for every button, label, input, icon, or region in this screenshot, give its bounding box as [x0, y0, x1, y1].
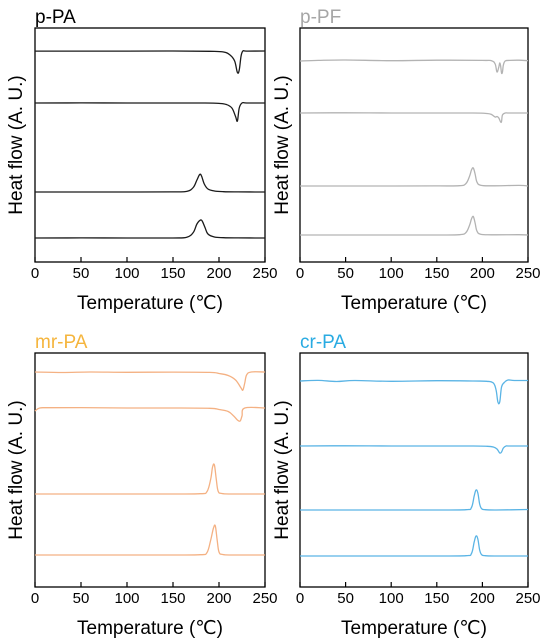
x-tick-label: 50: [73, 590, 90, 607]
dsc-curve-3: [34, 173, 266, 193]
plot-frame: [34, 352, 266, 588]
x-tick-label: 200: [206, 265, 231, 282]
x-tick-label: 250: [252, 265, 277, 282]
dsc-curve-1: [34, 49, 266, 74]
dsc-curve-2: [299, 445, 528, 454]
plot-frame: [299, 352, 529, 588]
dsc-curve-4: [35, 524, 266, 556]
y-axis-label: Heat flow (A. U.): [6, 75, 27, 214]
x-tick-label: 100: [114, 590, 139, 607]
x-tick-label: 100: [114, 265, 139, 282]
x-axis-label: Temperature (℃): [77, 293, 223, 314]
chart-panel-1: p-PA 0 50 100 150 200 250 Temperature (℃) Heat f…: [6, 7, 278, 314]
plot-frame: [34, 27, 266, 263]
panel-title: cr-PA: [300, 332, 346, 353]
dsc-curve-3: [300, 489, 529, 511]
dsc-curve-4: [300, 215, 529, 236]
x-tick-label: 250: [252, 590, 277, 607]
x-tick-label: 200: [206, 590, 231, 607]
x-tick-label: 50: [73, 265, 90, 282]
chart-panel-3: mr-PA 0 50 100 150 200 250 Temperature (℃) Heat …: [6, 332, 278, 639]
x-tick-label: 150: [424, 265, 449, 282]
dsc-curve-2: [34, 101, 265, 122]
dsc-curve-1: [299, 379, 529, 405]
x-tick-label: 0: [296, 590, 304, 607]
x-tick-label: 100: [379, 265, 404, 282]
plot-frame: [299, 27, 529, 263]
x-axis-label: Temperature (℃): [341, 293, 487, 314]
y-axis-label: Heat flow (A. U.): [272, 400, 293, 539]
chart-panel-2: p-PF 0 50 100 150 200 250 Temperature (℃) Heat f…: [272, 7, 541, 314]
dsc-curve-2: [34, 406, 266, 422]
panel-title: p-PA: [35, 7, 76, 28]
dsc-curve-1: [299, 59, 529, 75]
y-axis-label: Heat flow (A. U.): [6, 400, 27, 539]
x-axis-label: Temperature (℃): [77, 618, 223, 639]
x-tick-label: 150: [424, 590, 449, 607]
x-tick-label: 250: [515, 265, 540, 282]
dsc-curve-4: [300, 535, 529, 557]
dsc-curve-1: [34, 371, 266, 391]
x-tick-label: 0: [296, 265, 304, 282]
dsc-curve-3: [300, 167, 529, 187]
x-tick-label: 0: [31, 590, 39, 607]
x-tick-label: 0: [31, 265, 39, 282]
x-tick-label: 150: [160, 590, 185, 607]
x-tick-label: 50: [337, 265, 354, 282]
y-axis-label: Heat flow (A. U.): [272, 75, 293, 214]
dsc-curve-4: [34, 219, 266, 239]
x-tick-label: 200: [470, 265, 495, 282]
x-tick-label: 100: [379, 590, 404, 607]
x-tick-label: 250: [515, 590, 540, 607]
x-tick-label: 50: [337, 590, 354, 607]
chart-panel-4: cr-PA 0 50 100 150 200 250 Temperature (℃) Heat …: [272, 332, 541, 639]
dsc-curve-2: [299, 112, 528, 124]
x-tick-label: 200: [470, 590, 495, 607]
dsc-curve-3: [35, 463, 266, 495]
x-tick-label: 150: [160, 265, 185, 282]
x-axis-label: Temperature (℃): [341, 618, 487, 639]
panel-title: p-PF: [300, 7, 341, 28]
panel-title: mr-PA: [35, 332, 88, 353]
